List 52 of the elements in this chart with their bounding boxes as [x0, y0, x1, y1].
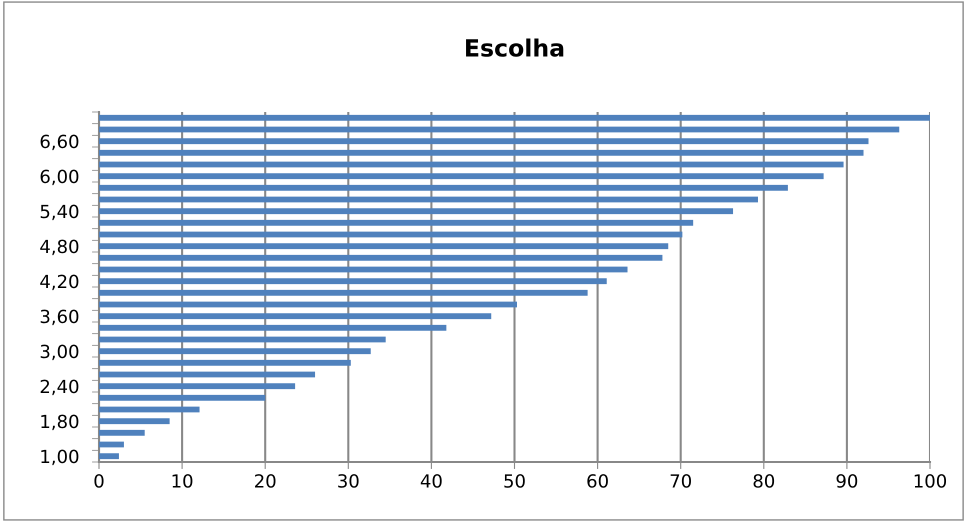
bar: [99, 184, 788, 191]
bar: [99, 418, 170, 424]
bar: [99, 430, 145, 436]
x-tick-label: 90: [836, 474, 858, 488]
bar: [99, 453, 119, 460]
bar: [99, 266, 628, 272]
y-tick-label: 3,60: [40, 310, 78, 326]
bar: [99, 114, 930, 121]
y-tick-label: 4,20: [40, 274, 78, 290]
bar: [99, 324, 446, 331]
bar: [99, 208, 734, 214]
bar: [99, 313, 492, 320]
x-tick-label: 40: [420, 474, 442, 488]
bar: [99, 278, 607, 284]
chart-title: Escolha: [466, 38, 564, 57]
x-tick-label: 0: [94, 474, 104, 488]
bar: [99, 348, 371, 354]
x-tick-label: 70: [670, 474, 691, 488]
x-tick-label: 30: [338, 474, 359, 488]
bar: [99, 360, 351, 366]
bar: [99, 406, 200, 412]
bar: [99, 383, 296, 390]
bar: [99, 442, 124, 448]
bar: [99, 126, 900, 132]
x-tick-label: 20: [255, 474, 276, 488]
x-tick-label: 50: [504, 474, 525, 488]
bar: [99, 243, 668, 250]
bar: [99, 372, 316, 378]
y-tick-label: 2,40: [40, 380, 78, 396]
bar: [99, 232, 682, 238]
bar: [99, 220, 694, 226]
y-tick-label: 6,00: [40, 170, 78, 186]
y-tick-label: 1,00: [41, 450, 78, 466]
bar: [99, 162, 844, 168]
y-tick-label: 6,60: [40, 134, 78, 150]
x-tick-label: 60: [587, 474, 608, 488]
bar: [99, 336, 386, 342]
x-tick-label: 10: [172, 474, 192, 488]
bar: [99, 302, 517, 308]
bar: [99, 173, 824, 180]
x-tick-label: 100: [914, 474, 946, 488]
x-tick-label: 80: [754, 474, 774, 488]
bar: [99, 196, 758, 202]
bar: [99, 290, 588, 296]
bar: [99, 394, 266, 401]
y-tick-label: 4,80: [40, 240, 78, 256]
bar: [99, 254, 662, 261]
y-tick-label: 3,00: [40, 344, 78, 360]
y-tick-label: 5,40: [40, 204, 78, 220]
y-tick-label: 1,80: [41, 414, 78, 430]
bar: [99, 150, 864, 156]
bar: [99, 138, 869, 144]
